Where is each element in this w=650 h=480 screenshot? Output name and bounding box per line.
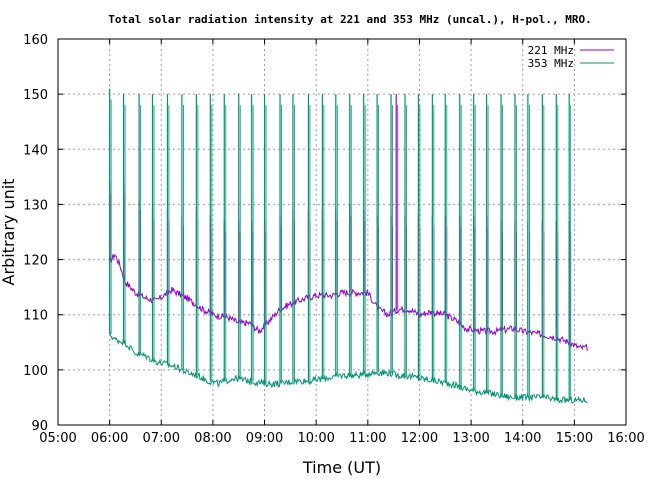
series-layer xyxy=(109,88,588,404)
x-tick-label: 15:00 xyxy=(556,431,593,446)
x-tick-label: 07:00 xyxy=(143,431,180,446)
legend-label-1: 353 MHz xyxy=(528,57,574,70)
series-line-1 xyxy=(109,331,588,404)
tick-labels: 05:00 06:00 07:00 08:00 09:00 10:00 11:00 12:00… xyxy=(23,33,645,446)
x-tick-label: 06:00 xyxy=(91,431,128,446)
y-tick-label: 130 xyxy=(23,198,48,213)
y-tick-label: 160 xyxy=(23,33,48,48)
x-tick-label: 12:00 xyxy=(401,431,438,446)
y-tick-label: 120 xyxy=(23,254,48,269)
grid xyxy=(58,39,626,425)
legend-label-0: 221 MHz xyxy=(528,44,574,57)
y-tick-label: 90 xyxy=(31,419,48,434)
x-tick-label: 08:00 xyxy=(194,431,231,446)
y-tick-label: 140 xyxy=(23,143,48,158)
x-axis-label: Time (UT) xyxy=(302,458,381,477)
y-tick-label: 100 xyxy=(23,364,48,379)
series-line-0 xyxy=(109,254,588,351)
x-tick-label: 10:00 xyxy=(297,431,334,446)
chart-title: Total solar radiation intensity at 221 a… xyxy=(108,13,591,26)
x-tick-label: 14:00 xyxy=(504,431,541,446)
y-axis-label: Arbitrary unit xyxy=(0,179,18,286)
y-tick-label: 150 xyxy=(23,88,48,103)
y-tick-label: 110 xyxy=(23,309,48,324)
x-tick-label: 05:00 xyxy=(39,431,76,446)
x-tick-label: 09:00 xyxy=(246,431,283,446)
x-tick-label: 13:00 xyxy=(452,431,489,446)
x-tick-label: 16:00 xyxy=(607,431,644,446)
plot-frame xyxy=(57,38,627,426)
x-tick-label: 11:00 xyxy=(349,431,386,446)
